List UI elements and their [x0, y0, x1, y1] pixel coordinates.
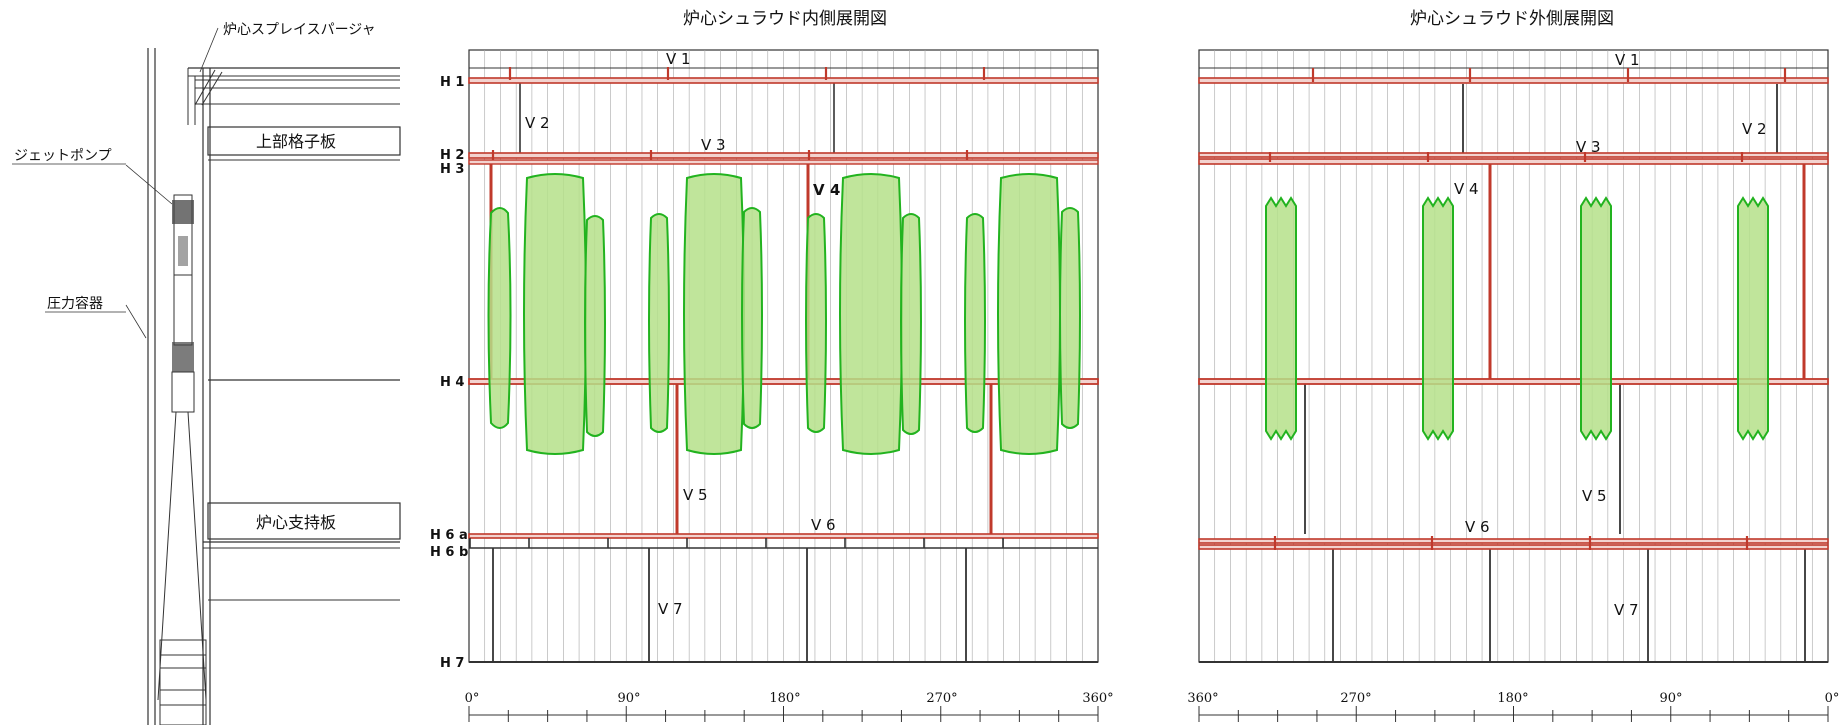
- outer-angle-0: 0°: [1825, 691, 1840, 706]
- outer-angle-270: 270°: [1340, 691, 1371, 706]
- h6a-label: H 6 a: [430, 528, 468, 543]
- outer-grid-lines: [1214, 50, 1813, 662]
- outer-v-labels: V 1 V 2 V 3 V 4 V 5 V 6 V 7: [1454, 51, 1767, 619]
- inspection-area: [1265, 196, 1297, 441]
- inspection-area: [964, 213, 986, 433]
- outer-v4-label: V 4: [1454, 180, 1479, 198]
- inner-view-title: 炉心シュラウド内側展開図: [683, 9, 887, 29]
- v2-label: V 2: [525, 114, 550, 132]
- h6b-label: H 6 b: [430, 545, 468, 560]
- inner-angle-0: 0°: [465, 691, 480, 706]
- outer-angle-180: 180°: [1497, 691, 1528, 706]
- jet-pump-label: ジェットポンプ: [14, 148, 112, 164]
- v6-label: V 6: [811, 516, 836, 534]
- inspection-area: [487, 207, 512, 429]
- inspection-area: [839, 173, 903, 455]
- outer-weld-lines: [1198, 68, 1829, 550]
- v1-label: V 1: [666, 50, 691, 68]
- outer-view-title: 炉心シュラウド外側展開図: [1410, 9, 1614, 29]
- inner-angle-270: 270°: [926, 691, 957, 706]
- inspection-area: [648, 213, 670, 433]
- inspection-area: [683, 173, 745, 455]
- h2-label: H 2: [440, 148, 464, 163]
- inner-axis-ticks: [468, 706, 1099, 722]
- inspection-area: [1580, 196, 1612, 441]
- core-spray-sparger-label: 炉心スプレイスパージャ: [223, 22, 376, 38]
- outer-angle-360: 360°: [1187, 691, 1218, 706]
- h4-label: H 4: [440, 375, 464, 390]
- inner-angle-180: 180°: [769, 691, 800, 706]
- inner-inspection-areas: [487, 173, 1081, 455]
- inspection-area: [997, 173, 1061, 455]
- inspection-area: [1737, 196, 1769, 441]
- inner-development-view: 炉心シュラウド内側展開図: [430, 9, 1114, 722]
- outer-v1-label: V 1: [1615, 51, 1640, 69]
- h7-label: H 7: [440, 656, 464, 671]
- outer-v7-label: V 7: [1614, 601, 1639, 619]
- inspection-area: [584, 215, 606, 437]
- inner-angle-axis: 0° 90° 180° 270° 360°: [465, 691, 1114, 722]
- inner-h-labels: H 1 H 2 H 3 H 4 H 6 a H 6 b H 7: [430, 75, 468, 671]
- inspection-area: [805, 213, 827, 433]
- inner-angle-360: 360°: [1082, 691, 1113, 706]
- inspection-area: [1059, 207, 1081, 429]
- upper-grid-plate-label: 上部格子板: [256, 132, 336, 151]
- v4-label: V 4: [813, 181, 840, 199]
- outer-v5-label: V 5: [1582, 487, 1607, 505]
- outer-angle-axis: 360° 270° 180° 90° 0°: [1187, 691, 1839, 722]
- v5-label: V 5: [683, 486, 708, 504]
- h1-label: H 1: [440, 75, 464, 90]
- inspection-area: [523, 173, 587, 455]
- core-support-plate-label: 炉心支持板: [256, 513, 336, 532]
- outer-angle-90: 90°: [1659, 691, 1682, 706]
- inner-angle-90: 90°: [617, 691, 640, 706]
- inspection-area: [1422, 196, 1454, 441]
- inspection-area: [741, 207, 763, 429]
- outer-v3-label: V 3: [1576, 138, 1601, 156]
- inspection-area: [900, 213, 922, 435]
- outer-inspection-areas: [1265, 196, 1769, 441]
- outer-development-view: 炉心シュラウド外側展開図: [1187, 9, 1839, 722]
- outer-axis-ticks: [1198, 706, 1829, 722]
- outer-v2-label: V 2: [1742, 120, 1767, 138]
- inner-v-labels: V 1 V 2 V 3 V 4 V 5 V 6 V 7: [525, 50, 840, 618]
- v7-label: V 7: [658, 600, 683, 618]
- outer-v6-label: V 6: [1465, 518, 1490, 536]
- pressure-vessel-label: 圧力容器: [47, 295, 103, 312]
- v3-label: V 3: [701, 136, 726, 154]
- shroud-cross-section: 炉心スプレイスパージャ ジェットポンプ 圧力容器 上部格子板 炉心支持板: [12, 22, 401, 725]
- h3-label: H 3: [440, 162, 464, 177]
